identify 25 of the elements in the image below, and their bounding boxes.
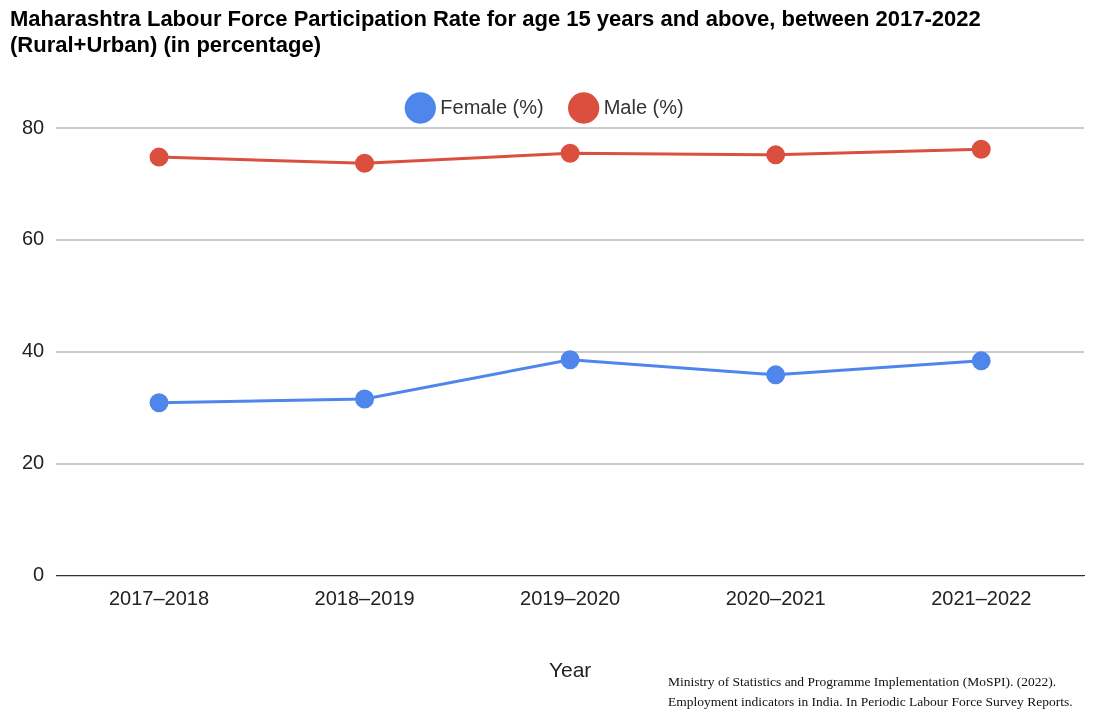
legend-label: Female (%) xyxy=(440,95,544,118)
x-tick-label: 2019–2020 xyxy=(520,587,621,610)
x-tick-label: 2021–2022 xyxy=(931,587,1032,610)
point xyxy=(766,365,786,385)
text: Ministry of Statistics and Programme Implementation (MoSPI). (2022). Employment indicators in India. In Periodic Labour Force Survey Reports. xyxy=(668,673,1074,711)
chart-title: Maharashtra Labour Force Participation Rate for age 15 years and above, between 2017-2022 (Rural+Urban) (in percentage) xyxy=(10,6,982,58)
point xyxy=(971,351,991,371)
x-tick-label: 2018–2019 xyxy=(314,587,415,610)
y-tick-label: 80 xyxy=(22,115,45,138)
y-tick-label: 40 xyxy=(22,339,45,362)
point xyxy=(560,143,580,163)
y-tick-label: 0 xyxy=(33,563,45,586)
point xyxy=(560,350,580,370)
point xyxy=(355,389,375,409)
x-tick-label: 2020–2021 xyxy=(725,587,826,610)
x-tick-label: 2017–2018 xyxy=(108,587,210,610)
point xyxy=(355,153,375,173)
point xyxy=(149,393,169,413)
y-tick-label: 20 xyxy=(22,451,45,474)
point xyxy=(766,145,786,165)
y-tick-label: 60 xyxy=(22,227,45,250)
x-axis-title: Year xyxy=(548,658,592,682)
point xyxy=(149,147,169,167)
legend-label: Male (%) xyxy=(603,95,684,118)
point xyxy=(971,139,991,159)
